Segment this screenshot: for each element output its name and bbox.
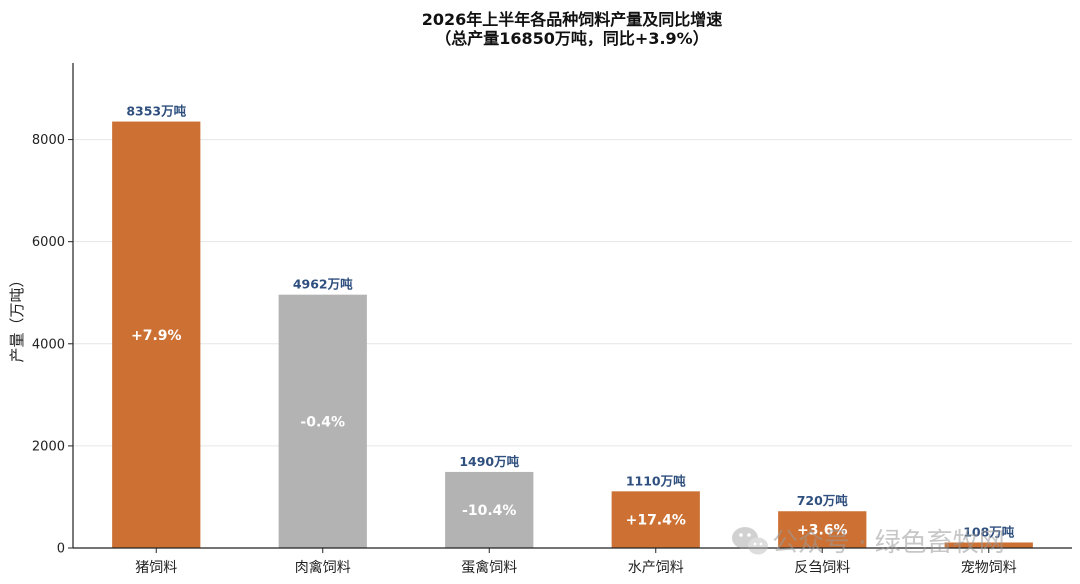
category-label: 猪饲料 bbox=[135, 560, 177, 576]
growth-label: +17.4% bbox=[626, 513, 686, 529]
value-label: 108万吨 bbox=[963, 524, 1015, 539]
wechat-icon bbox=[732, 527, 768, 555]
growth-label: +3.6% bbox=[797, 523, 848, 539]
category-label: 肉禽饲料 bbox=[295, 559, 351, 576]
bar bbox=[445, 471, 534, 548]
bar bbox=[778, 511, 867, 548]
value-label: 8353万吨 bbox=[126, 104, 186, 119]
axes: 0 2000 4000 6000 8000 猪饲料 肉禽饲料 蛋禽饲料 水产饲料 反刍饲料 宠物饲料… bbox=[8, 63, 1072, 576]
category-label: 反刍饲料 bbox=[794, 560, 850, 576]
category-label: 蛋禽饲料 bbox=[461, 559, 517, 576]
bars: 8353万吨 +7.9% 4962万吨 -0.4% 1490万吨 -10.4% 1110万吨… bbox=[112, 104, 1033, 548]
watermark: 公众号 · 绿色畜牧网 bbox=[732, 527, 1005, 558]
watermark-text: 公众号 · 绿色畜牧网 bbox=[772, 528, 1005, 558]
value-label: 1490万吨 bbox=[459, 454, 519, 469]
y-tick-label: 2000 bbox=[32, 439, 65, 454]
growth-label: +7.9% bbox=[131, 328, 182, 344]
value-label: 1110万吨 bbox=[626, 473, 686, 488]
bar bbox=[112, 121, 201, 548]
gridlines bbox=[73, 139, 1072, 447]
y-tick-label: 6000 bbox=[32, 235, 65, 250]
category-label: 宠物饲料 bbox=[961, 560, 1017, 576]
growth-label: -10.4% bbox=[462, 503, 516, 519]
value-label: 4962万吨 bbox=[293, 277, 353, 292]
chart-title: 2026年上半年各品种饲料产量及同比增速 bbox=[422, 10, 723, 29]
bar bbox=[278, 294, 367, 548]
bar bbox=[611, 491, 700, 548]
chart-subtitle: （总产量16850万吨，同比+3.9%） bbox=[435, 29, 708, 48]
y-tick-label: 4000 bbox=[32, 337, 65, 352]
category-label: 水产饲料 bbox=[628, 560, 684, 576]
y-tick-label: 0 bbox=[57, 542, 65, 557]
bar bbox=[944, 542, 1033, 548]
y-axis-label: 产量（万吨） bbox=[8, 272, 26, 362]
y-tick-label: 8000 bbox=[32, 133, 65, 148]
value-label: 720万吨 bbox=[797, 493, 849, 508]
growth-label: -0.4% bbox=[300, 414, 345, 430]
